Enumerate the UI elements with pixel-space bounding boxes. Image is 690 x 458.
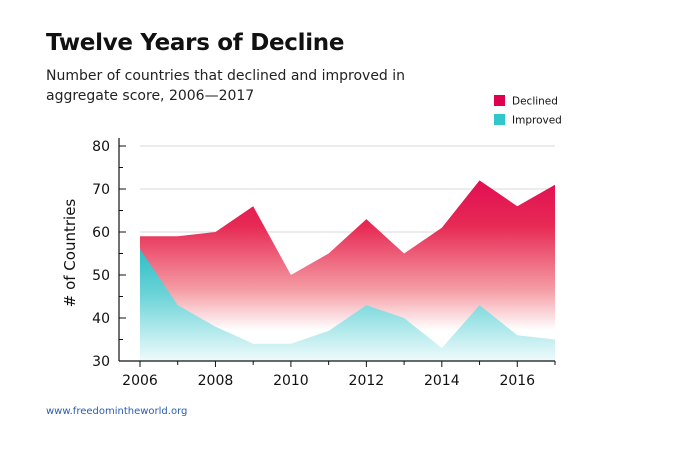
- y-tick-label-60: 60: [92, 225, 110, 241]
- y-tick-label-40: 40: [92, 311, 110, 327]
- source-link[interactable]: www.freedomintheworld.org: [46, 406, 188, 417]
- legend: Declined Improved: [494, 95, 562, 127]
- chart-subtitle: Number of countries that declined and im…: [46, 68, 406, 104]
- x-tick-label-2010: 2010: [273, 373, 309, 389]
- y-tick-label-70: 70: [92, 182, 110, 198]
- y-tick-label-80: 80: [92, 139, 110, 155]
- axes: 30 40 50 60 70 80 2006 2008 2010 2012 2014 2016: [92, 138, 556, 389]
- y-axis-title: # of Countries: [61, 199, 79, 308]
- x-tick-label-2008: 2008: [198, 373, 234, 389]
- x-tick-label-2012: 2012: [349, 373, 385, 389]
- x-tick-label-2006: 2006: [122, 373, 158, 389]
- legend-label-improved: Improved: [512, 115, 562, 127]
- series-area-improved: [140, 249, 555, 361]
- plot-areas: [140, 180, 555, 361]
- x-tick-label-2016: 2016: [499, 373, 535, 389]
- legend-label-declined: Declined: [512, 96, 558, 108]
- chart-title: Twelve Years of Decline: [46, 30, 345, 56]
- legend-swatch-declined: [494, 95, 505, 106]
- y-tick-label-50: 50: [92, 268, 110, 284]
- y-tick-label-30: 30: [92, 354, 110, 370]
- x-tick-label-2014: 2014: [424, 373, 460, 389]
- series-area-declined: [140, 180, 555, 361]
- legend-swatch-improved: [494, 114, 505, 125]
